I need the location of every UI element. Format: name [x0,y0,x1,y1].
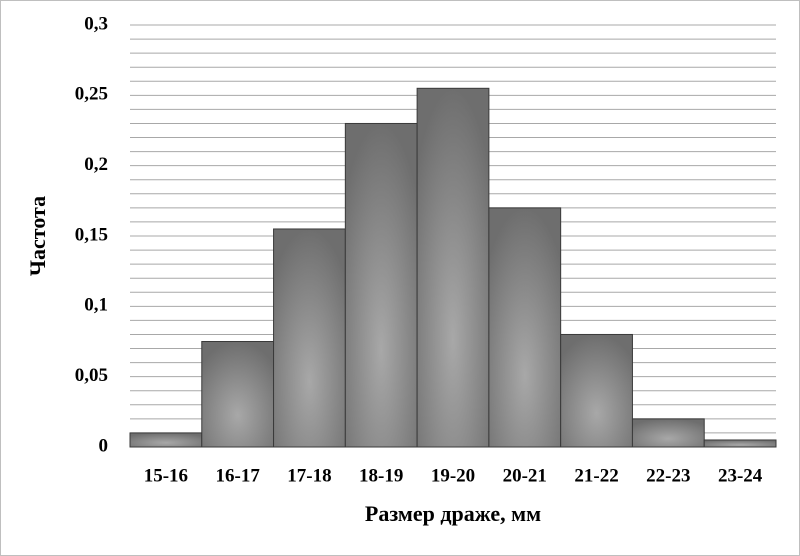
bar [129,432,203,448]
bar [201,341,275,448]
x-tick-label: 15-16 [144,465,188,486]
bar [273,228,346,448]
x-tick-label: 17-18 [287,465,331,486]
y-tick-label: 0,3 [84,13,108,34]
y-axis-label: Частота [25,196,50,276]
y-tick-label: 0,15 [75,224,108,245]
bar [703,439,777,448]
x-tick-label: 19-20 [431,465,475,486]
x-tick-label: 16-17 [216,465,261,486]
x-tick-label: 22-23 [646,465,690,486]
x-tick-label: 21-22 [574,465,618,486]
y-tick-label: 0,05 [75,365,108,386]
x-tick-label: 18-19 [359,465,403,486]
bar [631,418,705,448]
bar [416,87,490,448]
y-tick-label: 0 [99,435,109,456]
bar [560,333,633,448]
bar [488,207,562,448]
y-tick-label: 0,2 [84,154,108,175]
x-axis-label: Размер драже, мм [365,501,541,526]
x-tick-label: 20-21 [503,465,547,486]
x-tick-label: 23-24 [718,465,763,486]
y-tick-label: 0,1 [84,295,108,316]
y-tick-label: 0,25 [75,84,108,105]
bar [344,122,418,448]
